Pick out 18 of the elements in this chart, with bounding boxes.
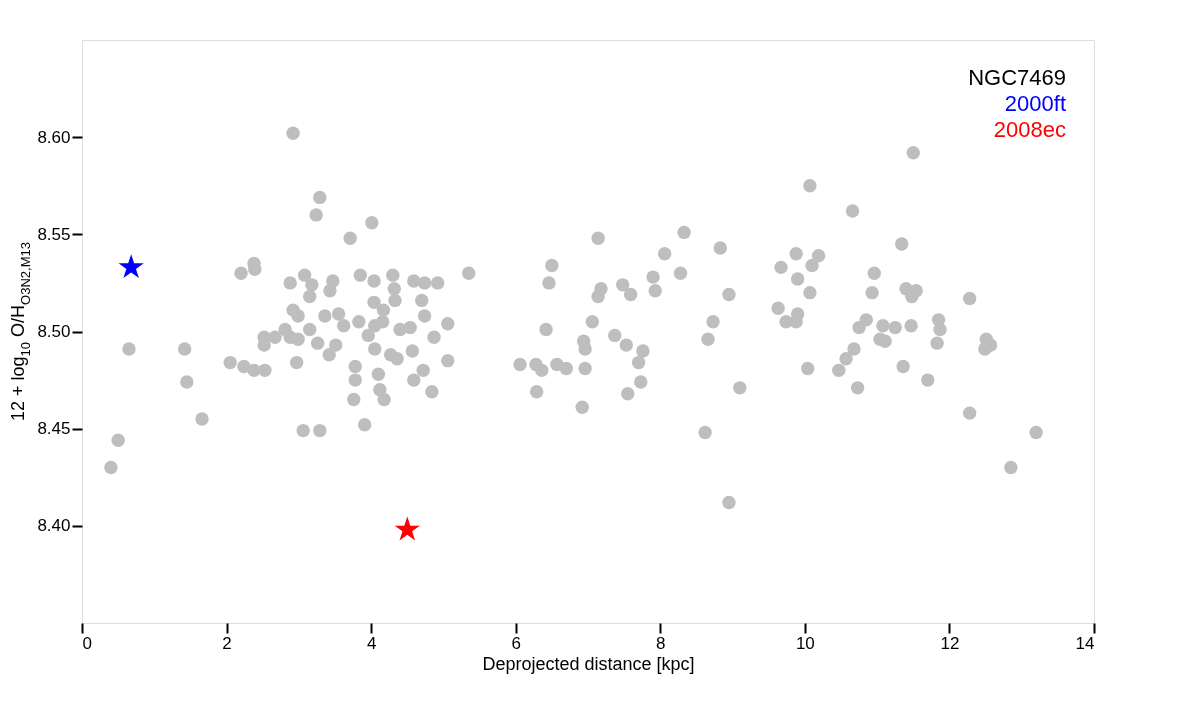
x-tick-label: 8 [656,633,666,653]
annotation: NGC7469 [968,65,1066,90]
y-tick-label: 8.60 [37,127,71,147]
x-axis-title: Deprojected distance [kpc] [482,653,695,674]
y-axis-title: 12 + log10 O/HO3N2,M13 [8,242,33,421]
y-tick-label: 8.45 [37,419,71,439]
text: 2008ec [993,117,1066,142]
x-tick-label: 2 [222,633,232,653]
x-tick-label: 6 [511,633,521,653]
x-tick-label: 0 [82,633,92,653]
y-tick-label: 8.40 [37,516,71,536]
x-tick-label: 12 [940,633,960,653]
y-tick-label: 8.50 [37,322,71,341]
x-tick-label: 10 [795,633,815,653]
x-tick-label: 4 [366,633,377,653]
x-tick-label: 14 [1075,633,1095,653]
y-tick-label: 8.55 [37,224,71,244]
text: 2000ft [1004,91,1066,116]
